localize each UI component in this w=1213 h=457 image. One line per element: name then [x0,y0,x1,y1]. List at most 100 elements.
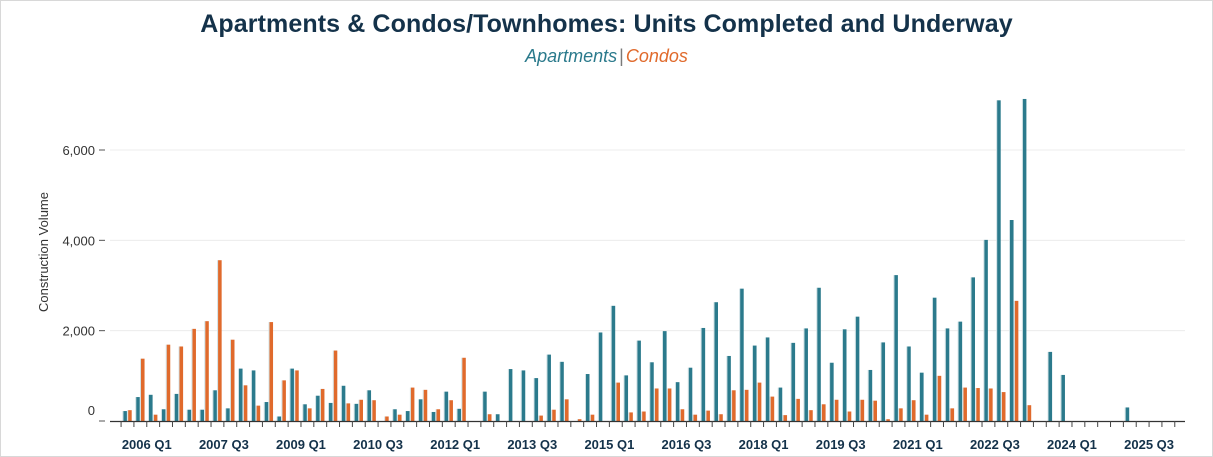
bar-condos[interactable] [295,370,299,421]
bar-condos[interactable] [1027,405,1032,421]
bar-apartments[interactable] [534,378,539,421]
bar-condos[interactable] [153,414,158,421]
bar-apartments[interactable] [149,394,153,421]
bar-condos[interactable] [976,388,980,421]
bar-apartments[interactable] [881,342,886,421]
bar-condos[interactable] [680,409,685,421]
bar-apartments[interactable] [675,382,680,421]
bar-apartments[interactable] [740,288,744,421]
bar-condos[interactable] [654,388,659,421]
bar-apartments[interactable] [431,411,436,421]
bar-condos[interactable] [436,409,441,421]
bar-condos[interactable] [205,321,209,421]
bar-apartments[interactable] [920,372,924,421]
bar-apartments[interactable] [1048,351,1053,421]
bar-apartments[interactable] [187,409,192,421]
bar-apartments[interactable] [316,395,320,421]
bar-condos[interactable] [706,410,710,421]
bar-apartments[interactable] [264,402,269,421]
bar-condos[interactable] [140,358,145,421]
bar-condos[interactable] [577,419,582,421]
bar-condos[interactable] [847,411,852,421]
bar-condos[interactable] [243,385,248,421]
bar-apartments[interactable] [855,316,860,421]
bar-condos[interactable] [616,382,620,421]
bar-apartments[interactable] [997,100,1001,421]
bar-apartments[interactable] [984,239,988,421]
bar-apartments[interactable] [945,328,950,421]
bar-apartments[interactable] [213,390,217,421]
bar-apartments[interactable] [495,414,500,421]
bar-condos[interactable] [642,411,646,421]
bar-condos[interactable] [487,414,492,421]
bar-apartments[interactable] [624,375,629,421]
bar-apartments[interactable] [958,321,963,421]
bar-condos[interactable] [166,344,171,421]
bar-apartments[interactable] [547,354,551,421]
bar-condos[interactable] [462,357,466,421]
bar-apartments[interactable] [406,411,410,421]
bar-apartments[interactable] [354,403,359,421]
bar-apartments[interactable] [444,391,449,421]
bar-condos[interactable] [539,415,543,421]
bar-apartments[interactable] [174,393,179,421]
bar-apartments[interactable] [701,327,706,421]
bar-apartments[interactable] [367,390,372,421]
bar-condos[interactable] [256,405,261,421]
bar-apartments[interactable] [932,297,937,421]
bar-condos[interactable] [423,389,428,421]
bar-apartments[interactable] [971,277,975,421]
bar-condos[interactable] [899,408,903,421]
bar-condos[interactable] [693,414,698,421]
bar-apartments[interactable] [778,387,783,421]
bar-apartments[interactable] [483,391,487,421]
bar-condos[interactable] [269,322,274,421]
bar-condos[interactable] [989,388,993,421]
bar-apartments[interactable] [752,345,757,421]
bar-condos[interactable] [937,375,942,421]
bar-apartments[interactable] [585,374,590,421]
bar-condos[interactable] [1014,300,1019,421]
bar-condos[interactable] [397,414,402,421]
bar-condos[interactable] [629,412,633,421]
bar-condos[interactable] [372,400,376,421]
legend-apartments[interactable]: Apartments [525,46,618,66]
bar-condos[interactable] [796,398,800,421]
bar-apartments[interactable] [200,409,204,421]
legend-condos[interactable]: Condos [625,46,688,66]
bar-apartments[interactable] [521,370,526,421]
bar-condos[interactable] [886,419,890,421]
bar-condos[interactable] [950,408,955,421]
bar-condos[interactable] [924,414,929,421]
bar-condos[interactable] [770,396,775,421]
bar-condos[interactable] [552,409,556,421]
bar-condos[interactable] [320,388,325,421]
bar-apartments[interactable] [1125,407,1130,421]
bar-apartments[interactable] [714,302,718,421]
bar-condos[interactable] [757,382,762,421]
bar-condos[interactable] [179,346,184,421]
bar-apartments[interactable] [328,402,333,421]
bar-apartments[interactable] [791,342,796,421]
bar-apartments[interactable] [637,340,641,421]
bar-condos[interactable] [308,408,312,421]
bar-apartments[interactable] [418,399,423,421]
bar-condos[interactable] [565,399,569,421]
bar-condos[interactable] [333,350,338,421]
bar-apartments[interactable] [1061,374,1065,421]
bar-condos[interactable] [809,410,813,421]
bar-apartments[interactable] [277,416,282,421]
bar-apartments[interactable] [161,409,166,421]
bar-apartments[interactable] [508,369,513,421]
bar-apartments[interactable] [136,397,140,421]
bar-condos[interactable] [230,339,235,421]
bar-apartments[interactable] [611,305,616,421]
bar-condos[interactable] [873,400,877,421]
bar-condos[interactable] [963,387,967,421]
bar-apartments[interactable] [290,368,294,421]
bar-condos[interactable] [128,410,132,421]
bar-apartments[interactable] [907,346,911,421]
bar-apartments[interactable] [303,404,307,421]
bar-condos[interactable] [1001,392,1006,421]
bar-apartments[interactable] [123,411,127,421]
